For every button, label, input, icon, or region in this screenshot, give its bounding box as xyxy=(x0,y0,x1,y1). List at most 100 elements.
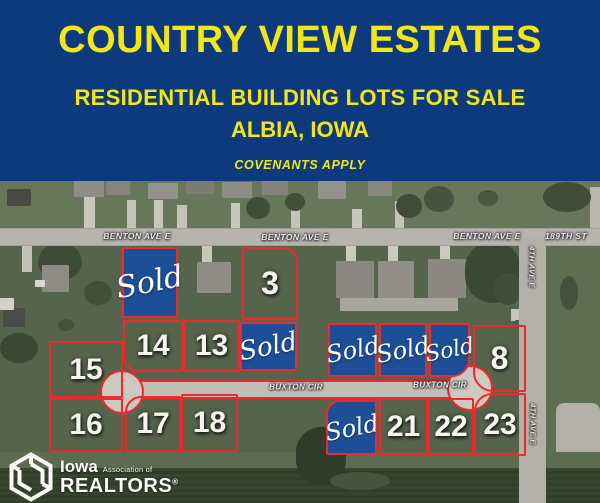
location-line: ALBIA, IOWA xyxy=(230,117,370,142)
tree xyxy=(246,197,270,219)
building xyxy=(336,261,374,298)
benton-ave-road xyxy=(0,228,600,246)
logo-association: Association of xyxy=(102,465,153,474)
lot-number: 8 xyxy=(490,340,509,376)
house-roof xyxy=(318,181,346,199)
sold-script-label: Sold xyxy=(236,326,301,367)
lot-number: 16 xyxy=(69,408,103,441)
tree xyxy=(543,182,591,212)
realtors-logo: Iowa Association of REALTORS® xyxy=(6,452,179,502)
house-roof xyxy=(197,262,231,293)
lot-sold: Sold xyxy=(236,322,301,371)
tree xyxy=(560,276,578,310)
header-banner: COUNTRY VIEW ESTATES RESIDENTIAL BUILDIN… xyxy=(0,0,600,181)
pavement xyxy=(340,298,458,311)
driveway xyxy=(291,200,300,228)
lot-number: 13 xyxy=(194,329,229,362)
driveway xyxy=(388,246,398,263)
street-label-buxton-cir: BUXTON CIR xyxy=(269,382,323,392)
house-roof xyxy=(106,181,130,195)
lot-22: 22 xyxy=(428,398,474,456)
lot-number: 22 xyxy=(434,410,468,443)
house-roof xyxy=(74,181,104,197)
driveway xyxy=(352,209,362,228)
lot-21: 21 xyxy=(379,398,428,455)
tree xyxy=(424,186,454,212)
pavement xyxy=(590,187,600,241)
driveway xyxy=(84,197,95,228)
street-label-4th-ave-e: 4TH AVE E xyxy=(527,246,537,288)
driveway xyxy=(346,246,356,263)
driveway xyxy=(177,205,187,228)
hexagon-knot-icon xyxy=(9,452,53,502)
lot-number: 14 xyxy=(136,329,170,362)
lot-14: 14 xyxy=(123,320,183,372)
street-label-benton-ave-e: BENTON AVE E xyxy=(103,231,171,241)
house-roof xyxy=(368,181,392,196)
logo-name: REALTORS® xyxy=(60,475,179,497)
house-roof xyxy=(262,181,288,195)
subtitle: RESIDENTIAL BUILDING LOTS FOR SALE xyxy=(74,85,526,110)
lot-23: 23 xyxy=(474,393,526,456)
lot-16: 16 xyxy=(49,398,123,452)
tree xyxy=(0,333,38,363)
building xyxy=(378,261,414,298)
aerial-map: BENTON AVE E BENTON AVE E BENTON AVE E 189T… xyxy=(0,181,600,503)
lot-sold: Sold xyxy=(322,400,381,455)
registered-mark: ® xyxy=(172,477,179,487)
sold-script-label: Sold xyxy=(422,333,477,367)
sold-script-label: Sold xyxy=(323,331,382,369)
lot-15: 15 xyxy=(49,341,123,398)
tree xyxy=(285,193,305,211)
driveway xyxy=(231,203,240,228)
lot-sold: Sold xyxy=(114,247,186,318)
sold-script-label: Sold xyxy=(113,258,187,307)
street-label-buxton-cir: BUXTON CIR xyxy=(413,380,467,390)
driveway xyxy=(22,246,32,272)
lot-sold: Sold xyxy=(323,323,382,377)
lot-13: 13 xyxy=(183,320,240,372)
lot-number: 18 xyxy=(192,406,227,439)
page-title: COUNTRY VIEW ESTATES xyxy=(58,19,542,61)
lot-number: 23 xyxy=(483,407,517,441)
logo-text: Iowa Association of REALTORS® xyxy=(60,458,179,496)
lot-number: 21 xyxy=(386,409,421,443)
vehicle xyxy=(35,280,45,287)
street-label-189th-st: 189TH ST xyxy=(545,231,587,241)
house-roof xyxy=(148,183,178,199)
lot-17: 17 xyxy=(125,396,181,452)
lot-number: 17 xyxy=(136,407,170,440)
house-roof xyxy=(186,181,214,194)
fourth-ave-road xyxy=(519,237,546,503)
tree xyxy=(478,190,498,206)
driveway xyxy=(440,246,450,263)
lot-sold: Sold xyxy=(374,323,432,377)
tree xyxy=(84,281,112,305)
lot-number: 3 xyxy=(261,265,279,301)
lot-18: 18 xyxy=(181,394,238,452)
lot-8: 8 xyxy=(473,325,526,392)
house-roof xyxy=(222,182,252,198)
house-roof xyxy=(7,189,31,206)
lot-3: 3 xyxy=(242,247,298,320)
tree xyxy=(396,194,422,218)
covenants-note: COVENANTS APPLY xyxy=(234,158,366,172)
building xyxy=(3,308,25,327)
bush xyxy=(58,319,74,331)
lot-number: 15 xyxy=(69,352,103,386)
house-roof xyxy=(42,265,69,292)
sold-script-label: Sold xyxy=(373,331,433,369)
lot-sold: Sold xyxy=(423,323,476,377)
street-label-4th-ave-e: 4TH AVE E xyxy=(528,403,538,445)
driveway xyxy=(202,246,212,263)
driveway xyxy=(154,200,163,228)
building xyxy=(0,298,14,310)
building xyxy=(428,259,466,298)
street-label-benton-ave-e: BENTON AVE E xyxy=(261,232,329,242)
tree xyxy=(494,273,522,305)
driveway xyxy=(127,200,136,228)
sold-script-label: Sold xyxy=(322,408,381,447)
street-label-benton-ave-e: BENTON AVE E xyxy=(453,231,521,241)
logo-org: Iowa xyxy=(60,457,98,476)
